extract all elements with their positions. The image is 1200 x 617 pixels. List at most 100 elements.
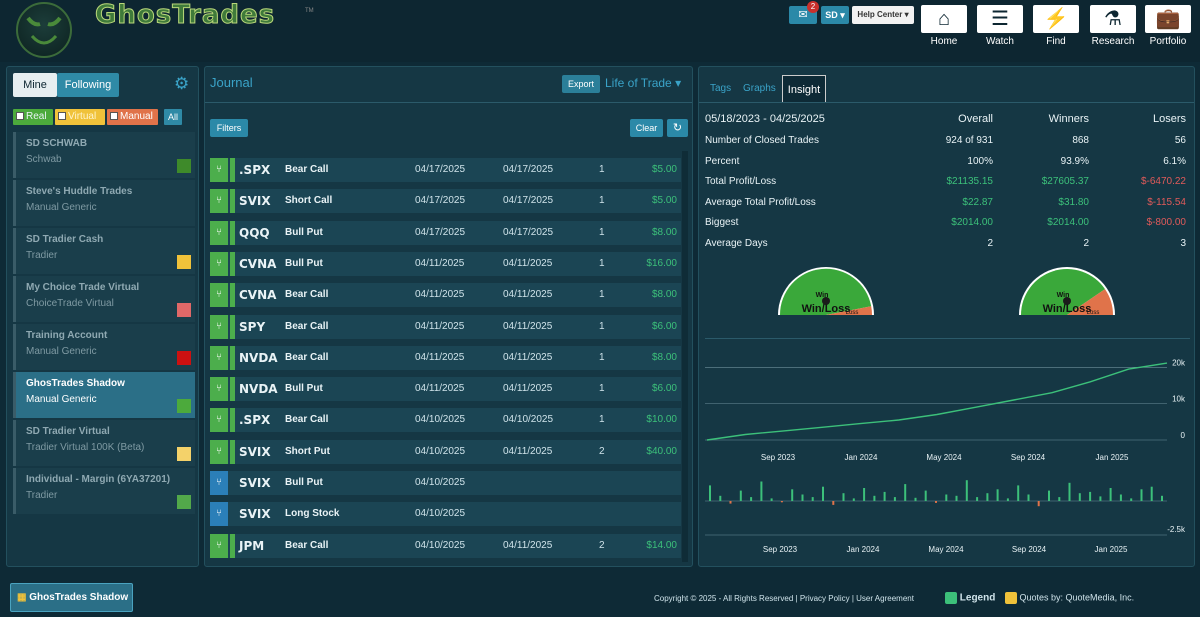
- export-button[interactable]: Export: [562, 75, 600, 93]
- pl-bar: [719, 495, 722, 501]
- share-icon[interactable]: ⑂: [210, 502, 228, 527]
- copyright[interactable]: Copyright © 2025 - All Rights Reserved |…: [654, 594, 914, 603]
- tab-following[interactable]: Following: [57, 73, 119, 97]
- status-bar: [230, 471, 235, 495]
- scrollbar[interactable]: [682, 151, 688, 562]
- user-menu-button[interactable]: SD ▾: [821, 6, 849, 24]
- share-icon[interactable]: ⑂: [210, 408, 228, 433]
- share-icon[interactable]: ⑂: [210, 533, 228, 558]
- share-icon[interactable]: ⑂: [210, 283, 228, 308]
- brand-logo-text[interactable]: GhosTrades: [94, 0, 276, 31]
- stat-losers: $-115.54: [1147, 196, 1186, 208]
- journal-row[interactable]: ⑂ .SPX Bear Call 04/17/2025 04/17/2025 1 $5.00: [210, 158, 681, 182]
- status-bar: [230, 220, 235, 245]
- journal-row[interactable]: ⑂ NVDA Bull Put 04/11/2025 04/11/2025 1 $6.00: [210, 377, 681, 402]
- nav-watch[interactable]: ☰ Watch: [974, 5, 1026, 51]
- active-account-button[interactable]: ▦ GhosTrades Shadow: [10, 583, 133, 612]
- stat-label: Number of Closed Trades: [705, 135, 819, 146]
- pl-bar: [863, 488, 866, 501]
- strategy: Bear Call: [285, 289, 329, 301]
- symbol: CVNA: [239, 288, 277, 303]
- gear-icon[interactable]: ⚙: [174, 74, 190, 93]
- pl-bar: [904, 484, 907, 501]
- nav-research[interactable]: ⚗ Research: [1087, 5, 1139, 51]
- legend-button[interactable]: Legend: [945, 592, 995, 604]
- pl-bar: [739, 490, 742, 501]
- filter-virtual[interactable]: Virtual: [55, 109, 105, 125]
- nav-find[interactable]: ⚡ Find: [1030, 5, 1082, 51]
- close-date: 04/11/2025: [503, 289, 553, 301]
- quotes-attribution[interactable]: Quotes by: QuoteMedia, Inc.: [1005, 592, 1134, 604]
- share-icon[interactable]: ⑂: [210, 158, 228, 182]
- life-of-trade-dropdown[interactable]: Life of Trade ▾: [605, 76, 681, 90]
- journal-row[interactable]: ⑂ QQQ Bull Put 04/17/2025 04/17/2025 1 $8.00: [210, 220, 681, 245]
- stat-winners: $31.80: [1058, 196, 1089, 208]
- pl-bar: [1017, 485, 1020, 501]
- account-item[interactable]: SD Tradier Virtual Tradier Virtual 100K …: [13, 420, 195, 466]
- open-date: 04/11/2025: [415, 351, 465, 363]
- share-icon[interactable]: ⑂: [210, 439, 228, 464]
- share-icon[interactable]: ⑂: [210, 345, 228, 370]
- status-bar: [230, 439, 235, 464]
- clear-button[interactable]: Clear: [630, 119, 663, 137]
- share-icon[interactable]: ⑂: [210, 220, 228, 245]
- tab-mine[interactable]: Mine: [13, 73, 57, 97]
- account-item-active[interactable]: GhosTrades Shadow Manual Generic: [13, 372, 195, 418]
- nav-portfolio[interactable]: 💼 Portfolio: [1142, 5, 1194, 51]
- share-icon[interactable]: ⑂: [210, 471, 228, 495]
- share-icon[interactable]: ⑂: [210, 314, 228, 339]
- pl-bar: [986, 493, 989, 501]
- journal-row[interactable]: ⑂ SPY Bear Call 04/11/2025 04/11/2025 1 $6.00: [210, 314, 681, 339]
- pl-bar: [760, 481, 763, 501]
- stat-label: Percent: [705, 155, 740, 167]
- journal-row[interactable]: ⑂ JPM Bear Call 04/10/2025 04/11/2025 2 $14.00: [210, 533, 681, 558]
- close-date: 04/17/2025: [503, 164, 554, 175]
- y-tick-label: 0: [1181, 431, 1186, 440]
- open-date: 04/10/2025: [415, 445, 466, 457]
- journal-row[interactable]: ⑂ .SPX Bear Call 04/10/2025 04/10/2025 1 $10.0…: [210, 408, 681, 433]
- profit-loss: $40.00: [646, 445, 677, 457]
- tab-tags[interactable]: Tags: [710, 83, 732, 94]
- account-item[interactable]: Steve's Huddle Trades Manual Generic: [13, 180, 195, 226]
- help-center-button[interactable]: Help Center ▾: [852, 6, 914, 24]
- account-name: Steve's Huddle Trades: [26, 186, 133, 197]
- refresh-icon[interactable]: ↻: [667, 119, 688, 137]
- x-tick-label: Sep 2023: [763, 545, 798, 554]
- journal-row[interactable]: ⑂ NVDA Bear Call 04/11/2025 04/11/2025 1 $8.00: [210, 345, 681, 370]
- close-date: 04/11/2025: [503, 445, 553, 457]
- symbol: QQQ: [239, 225, 270, 240]
- share-icon[interactable]: ⑂: [210, 189, 228, 214]
- date-range: 05/18/2023 - 04/25/2025: [705, 113, 825, 125]
- tab-insight[interactable]: Insight: [782, 75, 826, 103]
- account-item[interactable]: Individual - Margin (6YA37201) Tradier: [13, 468, 195, 514]
- account-item[interactable]: My Choice Trade Virtual ChoiceTrade Virt…: [13, 276, 195, 322]
- quantity: 1: [599, 414, 605, 426]
- account-item[interactable]: Training Account Manual Generic: [13, 324, 195, 370]
- journal-row[interactable]: ⑂ SVIX Long Stock 04/10/2025: [210, 502, 681, 527]
- journal-row[interactable]: ⑂ SVIX Short Put 04/10/2025 04/11/2025 2 $40.0…: [210, 439, 681, 464]
- filter-real[interactable]: Real: [13, 109, 53, 125]
- ghost-logo-icon[interactable]: [16, 2, 72, 58]
- journal-row[interactable]: ⑂ CVNA Bear Call 04/11/2025 04/11/2025 1 $8.00: [210, 283, 681, 308]
- journal-row[interactable]: ⑂ CVNA Bull Put 04/11/2025 04/11/2025 1 $16.00: [210, 251, 681, 276]
- pl-bar: [822, 486, 824, 501]
- tab-graphs[interactable]: Graphs: [743, 83, 776, 94]
- strategy: Bull Put: [285, 226, 323, 238]
- journal-row[interactable]: ⑂ SVIX Short Call 04/17/2025 04/17/2025 1 $5.0…: [210, 189, 681, 214]
- nav-watch-label: Watch: [986, 36, 1014, 47]
- journal-row[interactable]: ⑂ SVIX Bull Put 04/10/2025: [210, 471, 681, 495]
- filters-button[interactable]: Filters: [210, 119, 248, 137]
- filter-manual[interactable]: Manual: [107, 109, 158, 125]
- col-overall: Overall: [958, 113, 993, 125]
- account-item[interactable]: SD Tradier Cash Tradier: [13, 228, 195, 274]
- filter-all[interactable]: All: [164, 109, 182, 125]
- share-icon[interactable]: ⑂: [210, 251, 228, 276]
- share-icon[interactable]: ⑂: [210, 377, 228, 402]
- pl-bar: [1150, 486, 1153, 501]
- account-item[interactable]: SD SCHWAB Schwab: [13, 132, 195, 178]
- symbol: SVIX: [239, 507, 271, 522]
- nav-home[interactable]: ⌂ Home: [918, 5, 970, 51]
- pl-bar: [893, 497, 896, 501]
- status-bar: [230, 283, 235, 308]
